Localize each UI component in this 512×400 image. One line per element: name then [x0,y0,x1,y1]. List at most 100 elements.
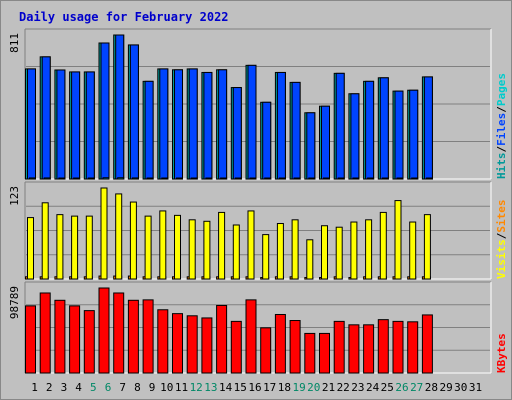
bar-files-day-25 [379,77,389,180]
bar-sites-day-10 [159,210,167,280]
x-tick-label-day-20: 20 [307,381,320,394]
bar-files-day-22 [335,72,345,180]
bar-sites-day-3 [56,214,64,280]
bar-pages-day-7 [117,177,125,180]
x-tick-label-day-28: 28 [425,381,438,394]
bar-pages-day-18 [278,177,286,180]
x-tick-label-day-12: 12 [190,381,203,394]
legend-entry: / [495,146,508,153]
bar-kbytes-day-7 [113,292,125,374]
bar-files-day-2 [41,56,51,180]
bar-files-day-10 [159,68,169,180]
bar-sites-day-6 [100,187,108,280]
bar-sites-day-12 [188,219,196,280]
bar-kbytes-day-23 [348,324,360,374]
bar-sites-day-16 [247,210,255,280]
legend-entry: Hits [495,153,508,180]
bar-sites-day-14 [218,211,226,280]
bar-kbytes-day-8 [127,299,139,374]
bar-files-day-14 [218,69,228,180]
bar-files-day-19 [291,81,301,180]
bar-pages-day-2 [43,177,51,180]
y-axis-max-label: 98789 [8,286,21,319]
bar-kbytes-day-25 [377,319,389,374]
legend-kbytes: KBytes [495,333,508,373]
bar-files-day-16 [247,64,257,180]
bar-pages-day-3 [58,177,66,180]
bar-files-day-11 [174,69,183,180]
bar-kbytes-day-11 [172,313,183,374]
bar-files-day-26 [394,90,404,180]
bar-sites-day-11 [174,214,181,280]
x-tick-label-day-7: 7 [119,381,126,394]
bar-kbytes-day-17 [260,327,272,374]
bar-kbytes-day-5 [83,310,95,374]
bar-kbytes-day-3 [54,299,66,374]
x-tick-label-day-11: 11 [175,381,188,394]
bar-files-day-17 [262,101,272,180]
bar-sites-day-4 [71,215,79,280]
bar-sites-day-13 [203,220,211,280]
bar-sites-day-25 [379,211,387,280]
bar-sites-day-5 [85,215,93,280]
bar-files-day-20 [306,112,316,180]
bar-pages-day-6 [102,177,110,180]
x-tick-label-day-30: 30 [454,381,467,394]
bar-kbytes-day-16 [245,299,257,374]
bar-files-day-3 [56,69,66,180]
chart-title: Daily usage for February 2022 [19,10,229,24]
x-tick-label-day-18: 18 [278,381,291,394]
x-tick-label-day-19: 19 [292,381,305,394]
bar-kbytes-day-19 [289,320,301,374]
bar-kbytes-day-22 [333,320,345,374]
bar-kbytes-day-20 [304,332,316,374]
bar-files-day-5 [85,71,95,180]
bar-kbytes-day-14 [216,304,228,374]
legend-entry: Pages [495,73,508,106]
bar-pages-day-17 [264,177,272,180]
x-tick-label-day-16: 16 [248,381,261,394]
bar-pages-day-28 [425,177,433,180]
legend-entry: / [495,232,508,239]
bar-files-day-18 [276,71,286,180]
bar-kbytes-day-12 [186,315,198,374]
bar-pages-day-10 [161,177,169,180]
bar-pages-day-15 [234,177,242,180]
x-tick-label-day-10: 10 [160,381,173,394]
bar-kbytes-day-2 [39,292,51,374]
bar-kbytes-day-6 [98,287,110,374]
bar-pages-day-25 [381,177,389,180]
x-tick-label-day-31: 31 [469,381,482,394]
bar-pages-day-9 [146,177,154,180]
x-tick-label-day-5: 5 [90,381,97,394]
bar-pages-day-19 [293,177,301,180]
bar-pages-day-12 [190,177,198,180]
bar-sites-day-2 [41,202,49,280]
bar-files-day-21 [321,105,330,180]
x-tick-label-day-8: 8 [134,381,141,394]
x-tick-label-day-6: 6 [105,381,112,394]
bar-pages-day-11 [176,177,183,180]
legend-entry: KBytes [495,333,508,373]
bar-pages-day-24 [367,177,375,180]
bar-kbytes-day-9 [142,299,154,374]
x-tick-label-day-17: 17 [263,381,276,394]
bar-pages-day-8 [131,177,139,180]
x-tick-label-day-22: 22 [337,381,350,394]
bar-files-day-27 [409,89,419,180]
bar-sites-day-19 [291,219,299,280]
bar-pages-day-5 [87,177,95,180]
bar-sites-day-20 [306,239,314,280]
x-tick-label-day-29: 29 [439,381,452,394]
bar-kbytes-day-13 [201,317,213,374]
bar-sites-day-18 [276,223,284,280]
bar-files-day-23 [350,93,360,180]
bar-pages-day-27 [411,177,419,180]
bar-pages-day-13 [205,177,213,180]
bar-pages-day-1 [29,177,36,180]
x-tick-label-day-27: 27 [410,381,423,394]
bar-sites-day-22 [335,226,343,280]
x-tick-label-day-4: 4 [75,381,82,394]
bar-files-day-24 [365,80,375,180]
x-tick-label-day-1: 1 [31,381,38,394]
